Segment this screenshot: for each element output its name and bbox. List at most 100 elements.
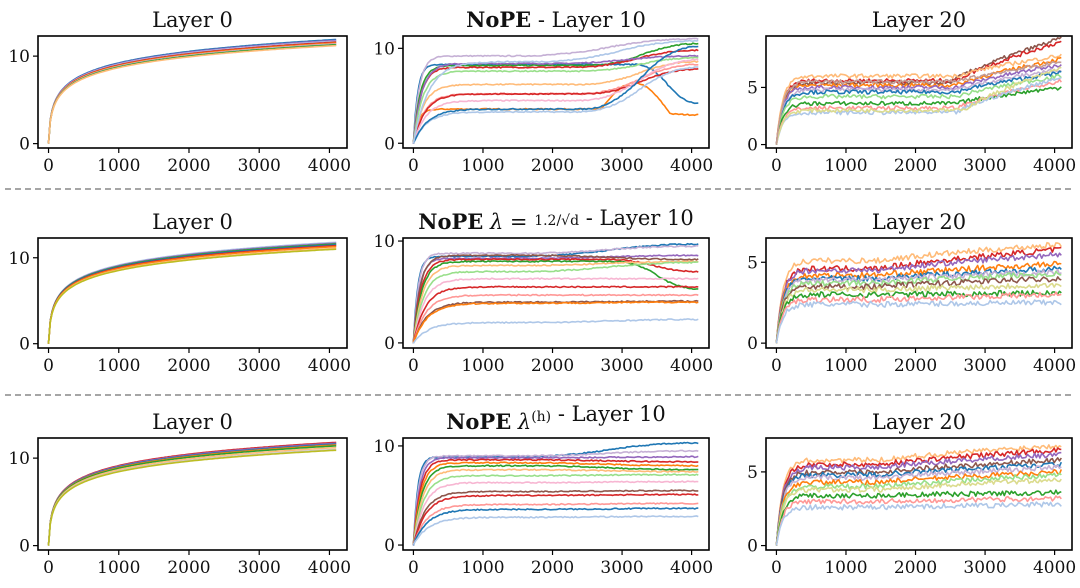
panel-r2c0-xtick-label-0: 0 — [43, 558, 54, 578]
panel-r2c1-series-7 — [412, 473, 699, 546]
panel-r0c1-frame — [402, 35, 710, 149]
panel-r2c0-xtick-label-1: 1000 — [97, 558, 140, 578]
panel-r0c2-series-3 — [775, 56, 1062, 145]
panel-r0c1-ytick-label-0: 0 — [384, 134, 395, 154]
panel-r1c1-series-10 — [412, 293, 699, 343]
panel-r2c1-series-1 — [412, 449, 699, 546]
panel-r2c2-series-group — [775, 444, 1063, 546]
panel-r1c2-xtick-label-3: 3000 — [963, 356, 1006, 376]
panel-r1c2-ytick-label-0: 0 — [747, 334, 758, 354]
panel-r1c1-xtick-label-4: 4000 — [670, 356, 713, 376]
panel-r2c0: 0 1000 2000 3000 4000 0 10 — [8, 437, 351, 578]
panel-r1c1-title-part-0: NoPE — [418, 209, 483, 234]
panel-r1c2-xtick-label-0: 0 — [771, 356, 782, 376]
panel-r1c2-series-5 — [775, 268, 1062, 344]
panel-r2c2-series-0 — [775, 444, 1062, 546]
panel-r1c1-ytick-label-1: 10 — [373, 232, 395, 252]
panel-r1c1-frame — [402, 237, 710, 349]
panel-r0c2-xtick-label-2: 2000 — [894, 156, 937, 176]
panel-r1c2-xtick-label-2: 2000 — [894, 356, 937, 376]
panel-r2c1-series-11 — [412, 502, 699, 545]
panel-r2c1-xtick-label-2: 2000 — [531, 558, 574, 578]
panel-r1c0-xtick-label-2: 2000 — [167, 356, 210, 376]
panel-r1c1-series-9 — [412, 285, 699, 343]
panel-r1c0-xtick-label-4: 4000 — [308, 356, 351, 376]
panel-r1c1-series-8 — [412, 277, 699, 344]
panel-r1c1-series-7 — [412, 261, 699, 344]
panel-r2c1-xtick-label-0: 0 — [408, 558, 419, 578]
panel-r0c1-series-11 — [412, 66, 699, 144]
panel-r0c2-ytick-label-0: 0 — [747, 136, 758, 156]
panel-r0c1-title-part-1: - Layer 10 — [531, 8, 646, 32]
panel-r1c1-title-part-3: - Layer 10 — [579, 206, 694, 230]
panel-r1c0-series-5 — [47, 245, 337, 344]
panel-r1c2-series-1 — [775, 246, 1062, 344]
panel-r0c1-series-4 — [412, 48, 699, 143]
panel-r2c0-series-group — [47, 441, 337, 546]
panel-r0c0-series-group — [47, 38, 337, 144]
panel-r0c2-series-5 — [775, 68, 1062, 145]
panel-r2c0-series-5 — [47, 446, 337, 546]
panel-r0c0-title-part-0: Layer 0 — [152, 8, 233, 32]
panel-r2c0-xtick-label-3: 3000 — [238, 558, 281, 578]
panel-r2c1-series-5 — [412, 464, 699, 545]
panel-r0c0-series-4 — [47, 42, 337, 144]
panel-r2c0-series-4 — [47, 445, 337, 546]
panel-r0c2-title: Layer 20 — [872, 8, 966, 32]
panel-r1c1-ytick-label-0: 0 — [384, 334, 395, 354]
panel-r1c1-series-6 — [412, 260, 699, 343]
panel-r1c2-series-8 — [775, 282, 1062, 344]
panel-r2c0-series-7 — [47, 449, 337, 546]
panel-r1c0-xtick-label-1: 1000 — [97, 356, 140, 376]
panel-r2c1-series-4 — [412, 461, 699, 545]
panel-r2c1-xtick-label-4: 4000 — [670, 558, 713, 578]
panel-r2c1-series-10 — [412, 493, 699, 546]
panel-r2c1-title: NoPE λ(h) - Layer 10 — [446, 402, 666, 434]
panel-r0c1: 0 1000 2000 3000 4000 0 10 — [373, 35, 713, 176]
panel-r2c2-xtick-label-2: 2000 — [894, 558, 937, 578]
panel-r2c2-ytick-label-0: 0 — [747, 537, 758, 557]
panel-r1c2-series-group — [775, 241, 1062, 344]
panel-r0c2-xtick-label-4: 4000 — [1033, 156, 1076, 176]
panel-r0c2-xtick-label-3: 3000 — [963, 156, 1006, 176]
panel-r1c2: 0 1000 2000 3000 4000 0 5 — [747, 237, 1076, 376]
panel-r0c0-xtick-label-0: 0 — [43, 156, 54, 176]
panel-r2c1-ytick-label-1: 10 — [373, 437, 395, 457]
panel-r0c1-title-part-0: NoPE — [466, 7, 531, 32]
panel-r1c2-series-0 — [775, 241, 1062, 344]
panel-r1c0-series-6 — [47, 247, 337, 344]
panel-r0c1-series-group — [412, 37, 699, 144]
panel-r0c1-ytick-label-1: 10 — [373, 39, 395, 59]
panel-r2c2: 0 1000 2000 3000 4000 0 5 — [747, 437, 1076, 578]
panel-r0c0-series-6 — [47, 44, 337, 144]
panel-r0c0-xtick-label-4: 4000 — [308, 156, 351, 176]
panel-r1c0-ytick-label-0: 0 — [19, 335, 30, 355]
panel-r2c1-series-3 — [412, 458, 699, 546]
panel-r2c1: 0 1000 2000 3000 4000 0 10 — [373, 437, 713, 578]
panel-r1c1-xtick-label-3: 3000 — [600, 356, 643, 376]
panel-r2c2-series-6 — [775, 468, 1063, 546]
panel-r1c2-frame — [765, 237, 1073, 349]
panel-r2c2-series-5 — [775, 464, 1062, 546]
panel-r0c0-series-7 — [47, 44, 337, 144]
panel-r0c0-ytick-label-0: 0 — [19, 135, 30, 155]
panel-r1c1-series-2 — [412, 254, 699, 344]
panel-r2c2-xtick-label-3: 3000 — [963, 558, 1006, 578]
panel-r1c1-series-12 — [412, 301, 699, 343]
panel-r1c2-series-11 — [775, 299, 1062, 344]
panel-r1c2-title-part-0: Layer 20 — [872, 210, 966, 234]
panel-r1c2-ytick-label-1: 5 — [747, 253, 758, 273]
panel-r2c2-series-11 — [775, 501, 1062, 546]
panel-r0c1-xtick-label-3: 3000 — [600, 156, 643, 176]
panel-r0c0-xtick-label-2: 2000 — [167, 156, 210, 176]
panel-r2c0-ytick-label-0: 0 — [19, 537, 30, 557]
panel-r2c0-xtick-label-4: 4000 — [308, 558, 351, 578]
panel-r2c1-title-part-2: (h) — [531, 409, 551, 425]
panel-r0c1-xtick-label-1: 1000 — [461, 156, 504, 176]
panel-r0c2-series-12 — [775, 61, 1062, 145]
panel-r0c2-series-11 — [775, 66, 1062, 145]
panel-r0c2-series-7 — [775, 73, 1062, 145]
panel-r2c2-series-9 — [775, 489, 1062, 546]
panel-r2c1-xtick-label-1: 1000 — [461, 558, 504, 578]
panel-r0c0-xtick-label-3: 3000 — [238, 156, 281, 176]
